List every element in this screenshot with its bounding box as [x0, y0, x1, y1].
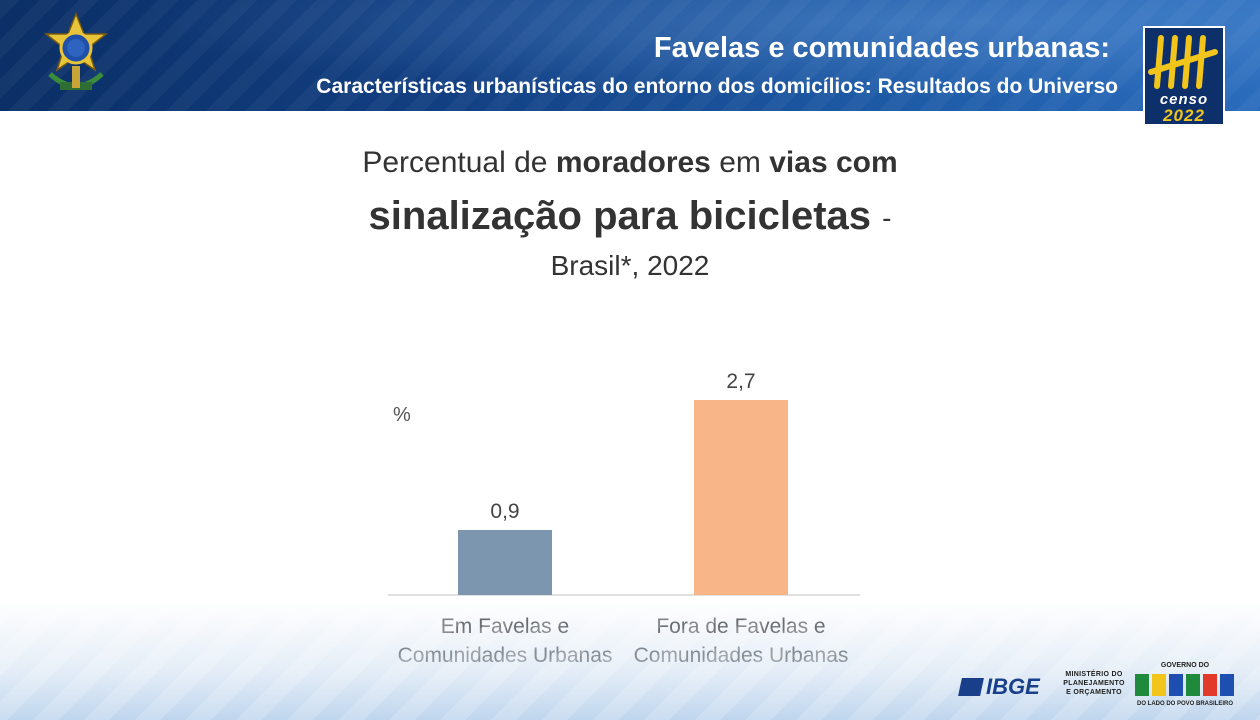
bar-value-label: 2,7 [726, 370, 755, 393]
censo-logo: censo 2022 [1143, 26, 1225, 126]
governo-brasil-logo: GOVERNO DO DO LADO DO POVO BRASILEIRO [1133, 662, 1237, 712]
chart-title-text-c: em [719, 146, 761, 179]
chart-title-text-a: Percentual de [362, 146, 548, 179]
chart-title-line3: Brasil*, 2022 [550, 250, 710, 281]
gov-top-text: GOVERNO DO [1160, 662, 1210, 669]
ministry-line: PLANEJAMENTO [1063, 680, 1125, 687]
coat-of-arms-icon [43, 12, 109, 90]
header-subtitle: Características urbanísticas do entorno … [316, 75, 1118, 98]
chart-title-text-d: vias com [769, 146, 898, 179]
bar [694, 400, 788, 595]
ibge-logo: IBGE [958, 672, 1048, 704]
gov-bottom-text: DO LADO DO POVO BRASILEIRO [1136, 701, 1233, 707]
censo-year: 2022 [1163, 106, 1205, 125]
chart-title-dash: - [882, 202, 892, 234]
y-axis-unit-label: % [393, 404, 411, 426]
chart-title-main: sinalização para bicicletas [368, 194, 872, 238]
ministry-line: E ORÇAMENTO [1066, 689, 1122, 696]
chart-title-text-b: moradores [555, 146, 711, 179]
chart-title-line2: sinalização para bicicletas - [0, 194, 1260, 239]
ministry-logo: MINISTÉRIO DO PLANEJAMENTO E ORÇAMENTO [1061, 670, 1127, 697]
ministry-line: MINISTÉRIO DO [1065, 671, 1123, 678]
header-banner: Favelas e comunidades urbanas: Caracterí… [0, 0, 1260, 111]
header-title: Favelas e comunidades urbanas: [653, 32, 1110, 64]
censo-word: censo [1159, 91, 1209, 108]
bottom-decoration [0, 600, 1260, 720]
brasil-wordmark-icon [1135, 674, 1234, 696]
ibge-mark-icon [958, 678, 984, 696]
bar [458, 530, 552, 595]
ibge-logo-text: IBGE [986, 674, 1040, 699]
chart-title-line1: Percentual de moradores em vias com [0, 146, 1260, 180]
bar-value-label: 0,9 [490, 500, 519, 523]
tally-marks-icon [1148, 35, 1218, 89]
